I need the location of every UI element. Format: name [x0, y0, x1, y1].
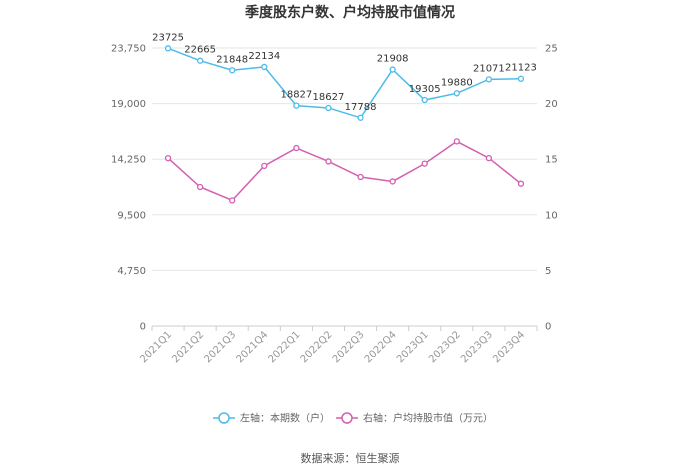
series-1-point[interactable]	[357, 114, 364, 121]
series-2-point[interactable]	[357, 173, 364, 181]
x-axis-tick-label: 2023Q4	[491, 329, 527, 365]
data-label: 22134	[248, 51, 280, 62]
series-1-point[interactable]	[164, 45, 172, 52]
series-2-point[interactable]	[517, 180, 525, 187]
right-axis-tick-label: 25	[545, 44, 558, 55]
series-1-point[interactable]	[421, 96, 428, 104]
series-line-2	[167, 140, 522, 202]
series-2-point[interactable]	[293, 144, 300, 152]
series-2-point[interactable]	[196, 183, 204, 191]
legend[interactable]: 左轴：本期数（户） 右轴：户均持股市值（万元）	[213, 412, 493, 425]
series-1-point[interactable]	[389, 66, 396, 73]
series-1-point[interactable]	[229, 67, 236, 74]
data-label: 21908	[377, 54, 409, 65]
series-2-point[interactable]	[485, 154, 493, 162]
x-axis-tick-label: 2022Q1	[267, 329, 303, 365]
right-axis-tick-label: 10	[545, 210, 558, 221]
series-2-point[interactable]	[421, 160, 428, 167]
series-1-point[interactable]	[196, 57, 204, 64]
series-2-point[interactable]	[453, 138, 460, 145]
left-axis-tick-label: 0	[140, 322, 146, 333]
data-label: 22665	[184, 45, 216, 56]
left-axis-tick-label: 14,250	[111, 155, 146, 166]
series-1-point[interactable]	[485, 76, 493, 83]
legend-item-label[interactable]: 左轴：本期数（户）	[240, 412, 330, 425]
left-axis-tick-label: 9,500	[117, 210, 146, 221]
series-line-1	[167, 47, 521, 119]
x-axis-tick-label: 2021Q1	[138, 329, 174, 365]
series-1-point[interactable]	[293, 102, 300, 109]
series-1-point[interactable]	[453, 90, 460, 97]
left-axis-tick-label: 4,750	[117, 266, 146, 277]
x-axis-tick-label: 2021Q3	[202, 329, 238, 365]
right-axis-tick-label: 20	[545, 99, 558, 110]
left-axis-tick-label: 19,000	[111, 99, 146, 110]
series-1-point[interactable]	[261, 63, 268, 71]
series-2-point[interactable]	[389, 178, 396, 185]
data-label: 19880	[441, 77, 473, 88]
left-axis-tick-label: 23,750	[111, 44, 146, 55]
data-label: 23725	[152, 32, 184, 43]
x-axis-tick-label: 2022Q3	[331, 329, 367, 365]
series-2-point[interactable]	[261, 162, 268, 170]
x-axis-tick-label: 2022Q4	[363, 329, 399, 365]
x-axis-tick-label: 2022Q2	[299, 329, 335, 365]
data-label: 17788	[345, 102, 377, 113]
x-axis-tick-label: 2023Q2	[427, 329, 463, 365]
data-label: 18627	[313, 92, 345, 103]
source-note: 数据来源：恒生聚源	[301, 451, 400, 465]
x-axis-tick-label: 2021Q2	[170, 329, 206, 365]
series-2-point[interactable]	[164, 154, 172, 162]
data-label: 19305	[409, 84, 441, 95]
legend-swatch-marker	[341, 412, 353, 424]
x-axis-tick-label: 2023Q1	[395, 329, 431, 365]
data-label: 21848	[216, 54, 248, 65]
series-2-point[interactable]	[325, 158, 332, 165]
data-label: 21071	[473, 63, 505, 74]
x-axis-tick-label: 2023Q3	[459, 329, 495, 365]
gridlines	[152, 47, 537, 327]
right-axis-tick-label: 0	[545, 322, 551, 333]
legend-swatch-marker	[218, 412, 230, 424]
legend-item-label[interactable]: 右轴：户均持股市值（万元）	[363, 412, 493, 425]
series-1-point[interactable]	[325, 104, 332, 112]
x-axis-tick-label: 2021Q4	[235, 329, 271, 365]
right-axis-tick-label: 15	[545, 155, 558, 166]
data-label: 21123	[505, 63, 537, 74]
series-1-point[interactable]	[517, 75, 525, 82]
right-axis-tick-label: 5	[545, 266, 551, 277]
data-label: 18827	[280, 90, 312, 101]
chart-title: 季度股东户数、户均持股市值情况	[244, 4, 455, 21]
series-2-point[interactable]	[229, 197, 236, 204]
